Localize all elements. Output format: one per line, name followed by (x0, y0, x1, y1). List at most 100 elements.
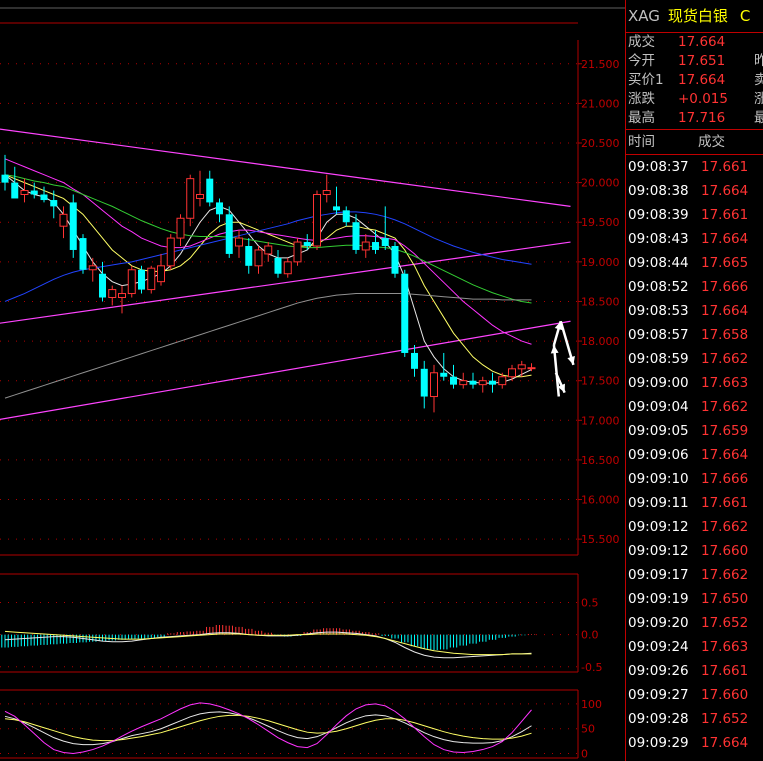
tick-time: 09:08:57 (628, 327, 689, 343)
tick-row[interactable]: 09:08:38 17.664 (626, 179, 763, 203)
tick-header-price: 成交 (698, 134, 725, 150)
tick-row[interactable]: 09:09:04 17.662 (626, 395, 763, 419)
tick-row[interactable]: 09:09:06 17.664 (626, 443, 763, 467)
kdj-panel[interactable] (4, 702, 532, 755)
kline-chart[interactable]: 21.500 21.000 20.500 20.000 19.500 19.000 18.5… (0, 0, 625, 761)
tick-price: 17.666 (701, 279, 749, 295)
symbol-title: XAG 现货白银 C (626, 0, 763, 33)
tick-price: 17.662 (701, 519, 749, 535)
candle (440, 352, 448, 381)
candle (303, 234, 311, 250)
arrow-head (567, 355, 575, 365)
candle (50, 190, 58, 219)
candle (245, 238, 253, 274)
tick-row[interactable]: 09:09:19 17.650 (626, 587, 763, 611)
tick-row[interactable]: 09:09:05 17.659 (626, 419, 763, 443)
trendline (0, 241, 571, 324)
candle (469, 372, 477, 389)
quote-row: 涨跌 +0.015 涨 (626, 90, 763, 109)
price-tick-label: 18.000 (581, 335, 620, 348)
tick-row[interactable]: 09:09:26 17.661 (626, 659, 763, 683)
tick-row[interactable]: 09:09:29 17.664 (626, 731, 763, 755)
tick-list[interactable]: 09:08:37 17.661 09:08:38 17.664 09:08:39 17.6… (626, 155, 763, 755)
candle-body (118, 293, 126, 298)
tick-time: 09:08:53 (628, 303, 689, 319)
tick-price: 17.666 (701, 471, 749, 487)
tick-row[interactable]: 09:09:11 17.661 (626, 491, 763, 515)
tick-row[interactable]: 09:09:00 17.663 (626, 371, 763, 395)
tick-row[interactable]: 09:08:43 17.664 (626, 227, 763, 251)
tick-time: 09:08:39 (628, 207, 689, 223)
tick-row[interactable]: 09:09:20 17.652 (626, 611, 763, 635)
tick-time: 09:09:12 (628, 543, 689, 559)
candle-body (440, 372, 448, 377)
candle-body (283, 261, 292, 275)
candle (147, 265, 156, 294)
symbol-name: 现货白银 (667, 7, 728, 25)
arrow-head (557, 383, 565, 393)
tick-row[interactable]: 09:09:27 17.660 (626, 683, 763, 707)
macd-panel[interactable] (1, 625, 536, 659)
candle (166, 234, 175, 270)
candle-body (88, 265, 97, 271)
candle-body (361, 241, 370, 251)
candle (527, 363, 536, 372)
candle (372, 230, 379, 254)
quote-value: 17.716 (678, 110, 726, 126)
candle (127, 265, 136, 298)
price-panel[interactable] (0, 127, 575, 422)
quote-label: 今开 (628, 53, 655, 69)
tick-row[interactable]: 09:08:53 17.664 (626, 299, 763, 323)
tick-price: 17.660 (701, 543, 749, 559)
tick-time: 09:09:17 (628, 567, 689, 583)
candle-body (411, 352, 418, 369)
candle-body (50, 200, 58, 207)
candle-body (372, 242, 379, 250)
tick-price: 17.661 (701, 207, 749, 223)
tick-time: 09:09:05 (628, 423, 689, 439)
trendline (0, 320, 571, 421)
candle-body (381, 238, 389, 246)
tick-row[interactable]: 09:08:57 17.658 (626, 323, 763, 347)
candle-body (20, 190, 29, 196)
tick-time: 09:08:38 (628, 183, 689, 199)
candle-body (225, 214, 233, 254)
candle (216, 198, 223, 223)
candle (79, 234, 87, 274)
tick-price: 17.662 (701, 567, 749, 583)
candle (99, 261, 106, 302)
tick-time: 09:08:37 (628, 159, 689, 175)
candle-body (459, 380, 468, 386)
quote-extra: 昨 (754, 52, 763, 71)
macd-line (4, 631, 532, 659)
candle (30, 182, 38, 199)
candle (69, 194, 77, 258)
tick-time: 09:09:19 (628, 591, 689, 607)
candle-body (293, 241, 302, 263)
candle-body (450, 376, 457, 385)
candle-body (186, 178, 195, 219)
tick-row[interactable]: 09:09:12 17.660 (626, 539, 763, 563)
candle-body (303, 242, 311, 246)
tick-row[interactable]: 09:08:44 17.665 (626, 251, 763, 275)
tick-row[interactable]: 09:08:39 17.661 (626, 203, 763, 227)
candle-body (517, 364, 526, 370)
tick-row[interactable]: 09:09:10 17.666 (626, 467, 763, 491)
candle-body (59, 213, 68, 227)
tick-row[interactable]: 09:08:37 17.661 (626, 155, 763, 179)
tick-time: 09:09:24 (628, 639, 689, 655)
tick-row[interactable]: 09:08:59 17.662 (626, 347, 763, 371)
candle-body (147, 267, 156, 291)
tick-row[interactable]: 09:08:52 17.666 (626, 275, 763, 299)
price-tick-label: 17.500 (581, 375, 620, 388)
tick-row[interactable]: 09:09:17 17.662 (626, 563, 763, 587)
tick-header-time: 时间 (628, 134, 655, 150)
price-tick-label: 21.000 (581, 97, 620, 110)
tick-row[interactable]: 09:09:28 17.652 (626, 707, 763, 731)
quote-panel: XAG 现货白银 C 成交 17.664 今开 17.651 昨买价1 17.664 卖涨跌 +0… (625, 0, 763, 761)
price-tick-label: 19.500 (581, 216, 620, 229)
candle (176, 214, 185, 246)
tick-row[interactable]: 09:09:24 17.663 (626, 635, 763, 659)
tick-row[interactable]: 09:09:12 17.662 (626, 515, 763, 539)
candle (489, 372, 496, 393)
